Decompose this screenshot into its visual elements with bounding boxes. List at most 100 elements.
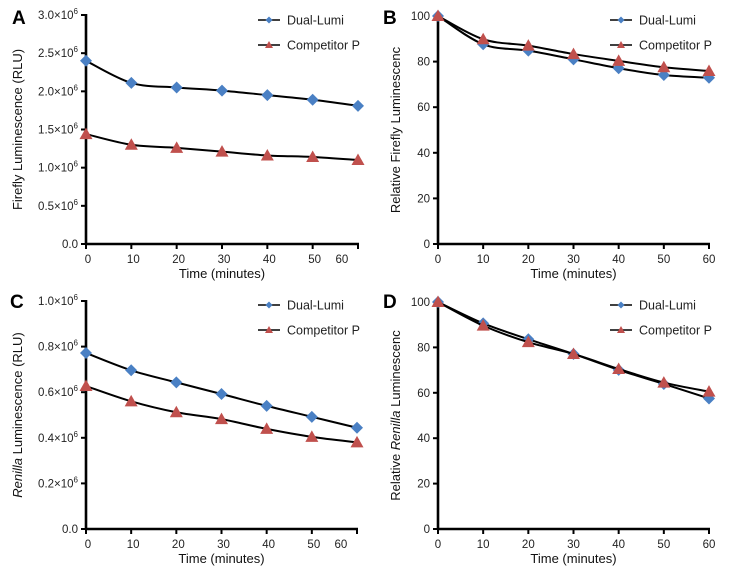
- legend-label: Competitor P: [287, 324, 360, 338]
- data-point-diamond: [215, 388, 228, 401]
- y-tick-label: 0.0: [62, 524, 78, 536]
- x-tick-label: 20: [522, 539, 535, 551]
- y-tick-label: 2.5×106: [38, 45, 79, 60]
- x-tick-label: 20: [172, 539, 185, 551]
- panel-label: C: [10, 292, 24, 313]
- data-point-triangle: [306, 150, 320, 162]
- data-point-diamond: [125, 76, 138, 89]
- x-tick-label: 30: [217, 539, 230, 551]
- data-point-triangle: [521, 39, 535, 51]
- x-tick-label: 50: [657, 539, 670, 551]
- data-point-triangle: [215, 412, 228, 425]
- y-tick-label: 0.6×106: [38, 384, 79, 399]
- x-tick-label: 10: [477, 539, 490, 551]
- y-tick-label: 0: [424, 239, 430, 251]
- y-axis-title: Relative Firefly Luminescenc: [388, 46, 403, 213]
- chart-panel-d: D 0 20 40 60 80 100 0 10 20 30 40 50 60 Time (minutes)…: [383, 292, 716, 566]
- y-tick-label: 100: [411, 297, 430, 309]
- data-point-diamond: [306, 93, 319, 106]
- data-point-triangle: [476, 319, 490, 331]
- y-tick-label: 0.5×106: [38, 198, 79, 213]
- data-point-triangle: [260, 148, 274, 161]
- data-point-triangle: [431, 295, 445, 307]
- data-point-triangle: [215, 145, 229, 157]
- y-tick-label: 2.0×106: [38, 83, 79, 98]
- legend-label: Dual-Lumi: [287, 299, 344, 313]
- x-tick-label: 0: [85, 254, 91, 266]
- legend-label: Dual-Lumi: [287, 14, 344, 28]
- legend-label: Competitor P: [639, 324, 712, 338]
- chart-panel-b: B 0 20 40 60 80 100 0 10 20 30 40 50 60 Time (minutes)…: [383, 8, 716, 281]
- data-point-triangle: [305, 430, 319, 442]
- legend-marker-triangle: [617, 41, 625, 48]
- panel-label: D: [383, 292, 397, 313]
- x-tick-label: 10: [477, 254, 490, 266]
- data-point-triangle: [169, 405, 183, 418]
- data-point-triangle: [431, 9, 445, 21]
- y-tick-label: 100: [411, 11, 430, 23]
- y-tick-label: 1.5×106: [38, 122, 79, 137]
- x-tick-label: 60: [335, 254, 348, 266]
- y-tick-label: 0.2×106: [38, 475, 79, 490]
- data-point-triangle: [79, 379, 93, 392]
- data-point-triangle: [702, 64, 716, 76]
- x-axis-title: Time (minutes): [530, 551, 616, 566]
- x-tick-label: 0: [85, 539, 91, 551]
- x-tick-label: 10: [127, 539, 140, 551]
- y-tick-label: 1.0×106: [38, 293, 79, 308]
- data-point-diamond: [170, 81, 183, 94]
- x-axis-title: Time (minutes): [179, 266, 265, 281]
- data-point-diamond: [80, 54, 92, 67]
- y-tick-label: 80: [417, 342, 430, 354]
- x-tick-label: 40: [262, 539, 275, 551]
- legend-marker-diamond: [265, 301, 273, 309]
- y-tick-label: 40: [417, 433, 430, 445]
- data-point-triangle: [124, 394, 138, 407]
- y-tick-label: 60: [417, 388, 430, 400]
- legend-marker-triangle: [617, 326, 625, 333]
- data-point-triangle: [351, 153, 365, 166]
- x-tick-label: 30: [218, 254, 231, 266]
- legend-marker-diamond: [617, 16, 625, 24]
- data-point-diamond: [125, 364, 138, 377]
- y-axis-title: Relative Renilla Luminescenc: [388, 330, 403, 501]
- x-tick-label: 50: [308, 254, 321, 266]
- x-axis-title: Time (minutes): [530, 266, 616, 281]
- data-point-triangle: [567, 47, 580, 60]
- data-point-triangle: [260, 422, 274, 434]
- y-tick-label: 3.0×106: [38, 7, 79, 22]
- legend-label: Competitor P: [639, 39, 712, 53]
- data-point-diamond: [260, 399, 273, 412]
- legend-marker-triangle: [265, 41, 273, 48]
- y-tick-label: 20: [417, 479, 430, 491]
- data-point-diamond: [170, 376, 183, 389]
- x-axis-title: Time (minutes): [178, 551, 264, 566]
- data-point-triangle: [79, 127, 93, 140]
- y-tick-label: 80: [417, 57, 430, 69]
- chart-panel-a: A 0.0 0.5×106 1.0×106 1.5×106 2.0×106 2.5×106 3…: [10, 7, 365, 281]
- data-point-diamond: [80, 346, 92, 359]
- data-point-diamond: [352, 99, 364, 112]
- x-tick-label: 60: [703, 254, 716, 266]
- data-point-triangle: [702, 385, 716, 397]
- data-point-triangle: [521, 335, 535, 348]
- y-tick-label: 0: [424, 524, 430, 536]
- data-point-diamond: [612, 62, 625, 75]
- data-point-triangle: [170, 141, 184, 153]
- x-tick-label: 0: [435, 254, 441, 266]
- y-tick-label: 0.8×106: [38, 339, 79, 354]
- x-tick-label: 60: [335, 539, 348, 551]
- data-point-triangle: [612, 54, 626, 66]
- legend-label: Dual-Lumi: [639, 299, 696, 313]
- data-point-triangle: [124, 138, 138, 150]
- data-point-triangle: [612, 362, 626, 374]
- x-tick-label: 20: [172, 254, 185, 266]
- data-point-diamond: [216, 84, 228, 97]
- data-point-diamond: [305, 410, 318, 423]
- data-point-triangle: [350, 435, 364, 448]
- series-line-competitor-p: [437, 301, 710, 393]
- chart-panel-c: C 0.0 0.2×106 0.4×106 0.6×106 0.8×106 1.0×106 0…: [10, 292, 364, 566]
- y-tick-label: 60: [417, 102, 430, 114]
- x-tick-label: 10: [127, 254, 140, 266]
